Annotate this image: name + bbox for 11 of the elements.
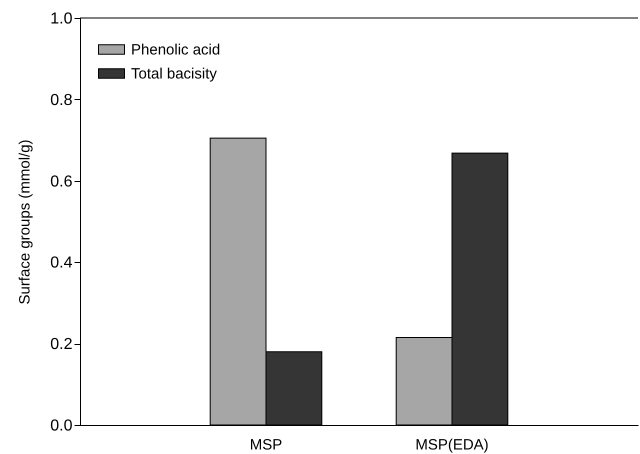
legend-label: Phenolic acid [131,42,220,58]
legend-label: Total bacisity [131,66,218,82]
y-tick-label: 0.8 [50,92,73,109]
y-tick-label: 0.6 [50,173,73,190]
y-tick-label: 0.0 [50,418,73,434]
y-tick-label: 0.4 [50,254,73,272]
y-tick-label: 0.2 [50,336,73,354]
y-axis-title: Surface groups (mmol/g) [16,139,34,305]
x-tick-label: MSP [250,436,282,454]
y-tick-label: 1.0 [50,10,73,28]
x-tick-label: MSP(EDA) [415,436,489,454]
